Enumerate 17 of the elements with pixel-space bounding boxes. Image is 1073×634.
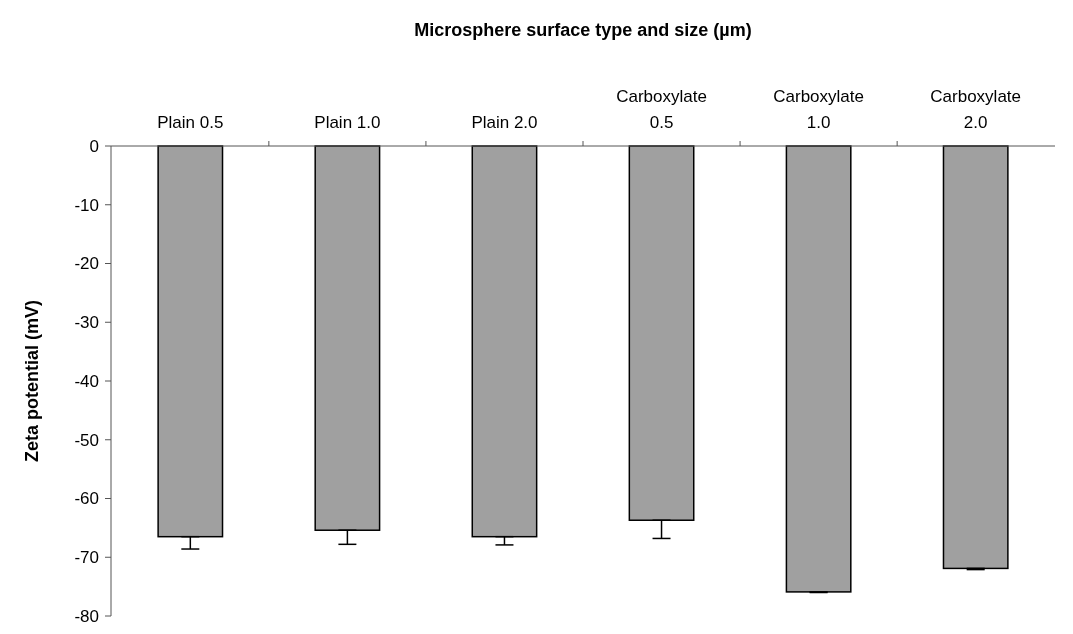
y-tick-label: -20: [74, 254, 99, 274]
y-tick-label: -70: [74, 548, 99, 568]
x-tick-label: Carboxylate 2.0: [930, 87, 1022, 132]
y-tick-label: -80: [74, 606, 99, 626]
x-tick-label: Carboxylate 1.0: [773, 87, 864, 132]
y-tick-label: -60: [74, 489, 99, 509]
x-tick-label: Plain 0.5: [157, 113, 224, 132]
y-tick-label: -40: [74, 371, 99, 391]
y-tick-label: -30: [74, 313, 99, 333]
y-tick-label: -50: [74, 430, 99, 450]
y-axis-title: Zeta potential (mV): [22, 299, 42, 463]
x-axis-title: Microsphere surface type and size (µm): [414, 20, 752, 40]
x-tick-label: Plain 1.0: [314, 113, 381, 132]
y-tick-label: -10: [74, 195, 99, 215]
x-tick-label: Plain 2.0: [471, 113, 538, 132]
y-tick-label: 0: [89, 136, 99, 156]
x-tick-label: Carboxylate 0.5: [616, 87, 707, 132]
